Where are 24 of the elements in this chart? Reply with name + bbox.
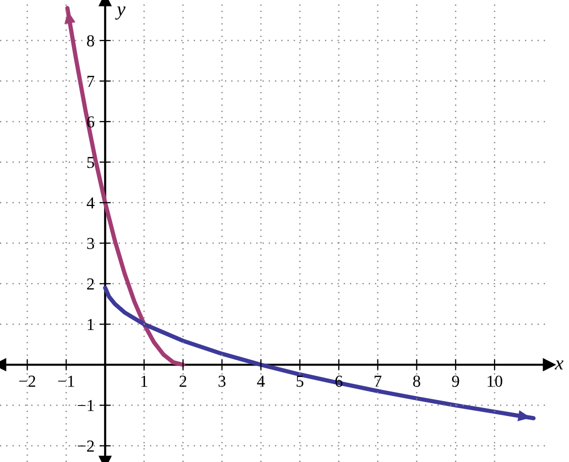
- y-tick-label: 5: [87, 156, 94, 168]
- y-tick-label: 7: [87, 76, 94, 87]
- x-tick-label: 7: [374, 376, 382, 387]
- x-axis-title: x: [554, 360, 564, 370]
- line-series: [65, 6, 186, 367]
- y-tick-label: 4: [86, 197, 94, 208]
- y-tick-label: 8: [87, 35, 94, 46]
- x-tick-label: 10: [488, 376, 502, 387]
- y-tick-label: 1: [88, 318, 94, 330]
- x-tick-label: −1: [58, 376, 74, 387]
- y-tick-label: −1: [78, 400, 94, 412]
- x-tick-label: 1: [141, 376, 148, 387]
- x-tick-label: 4: [257, 376, 265, 387]
- y-tick-label: 2: [87, 278, 94, 290]
- y-tick-label: −2: [78, 440, 94, 452]
- line-series: [103, 286, 536, 420]
- x-tick-label: 9: [452, 376, 460, 387]
- y-axis-title: y: [115, 6, 126, 20]
- x-tick-label: 5: [296, 376, 304, 387]
- x-tick-label: 8: [413, 376, 420, 387]
- x-tick-label: 3: [218, 376, 226, 387]
- x-tick-label: 2: [180, 376, 186, 387]
- y-tick-label: 3: [87, 238, 94, 250]
- x-tick-label: −2: [19, 376, 36, 387]
